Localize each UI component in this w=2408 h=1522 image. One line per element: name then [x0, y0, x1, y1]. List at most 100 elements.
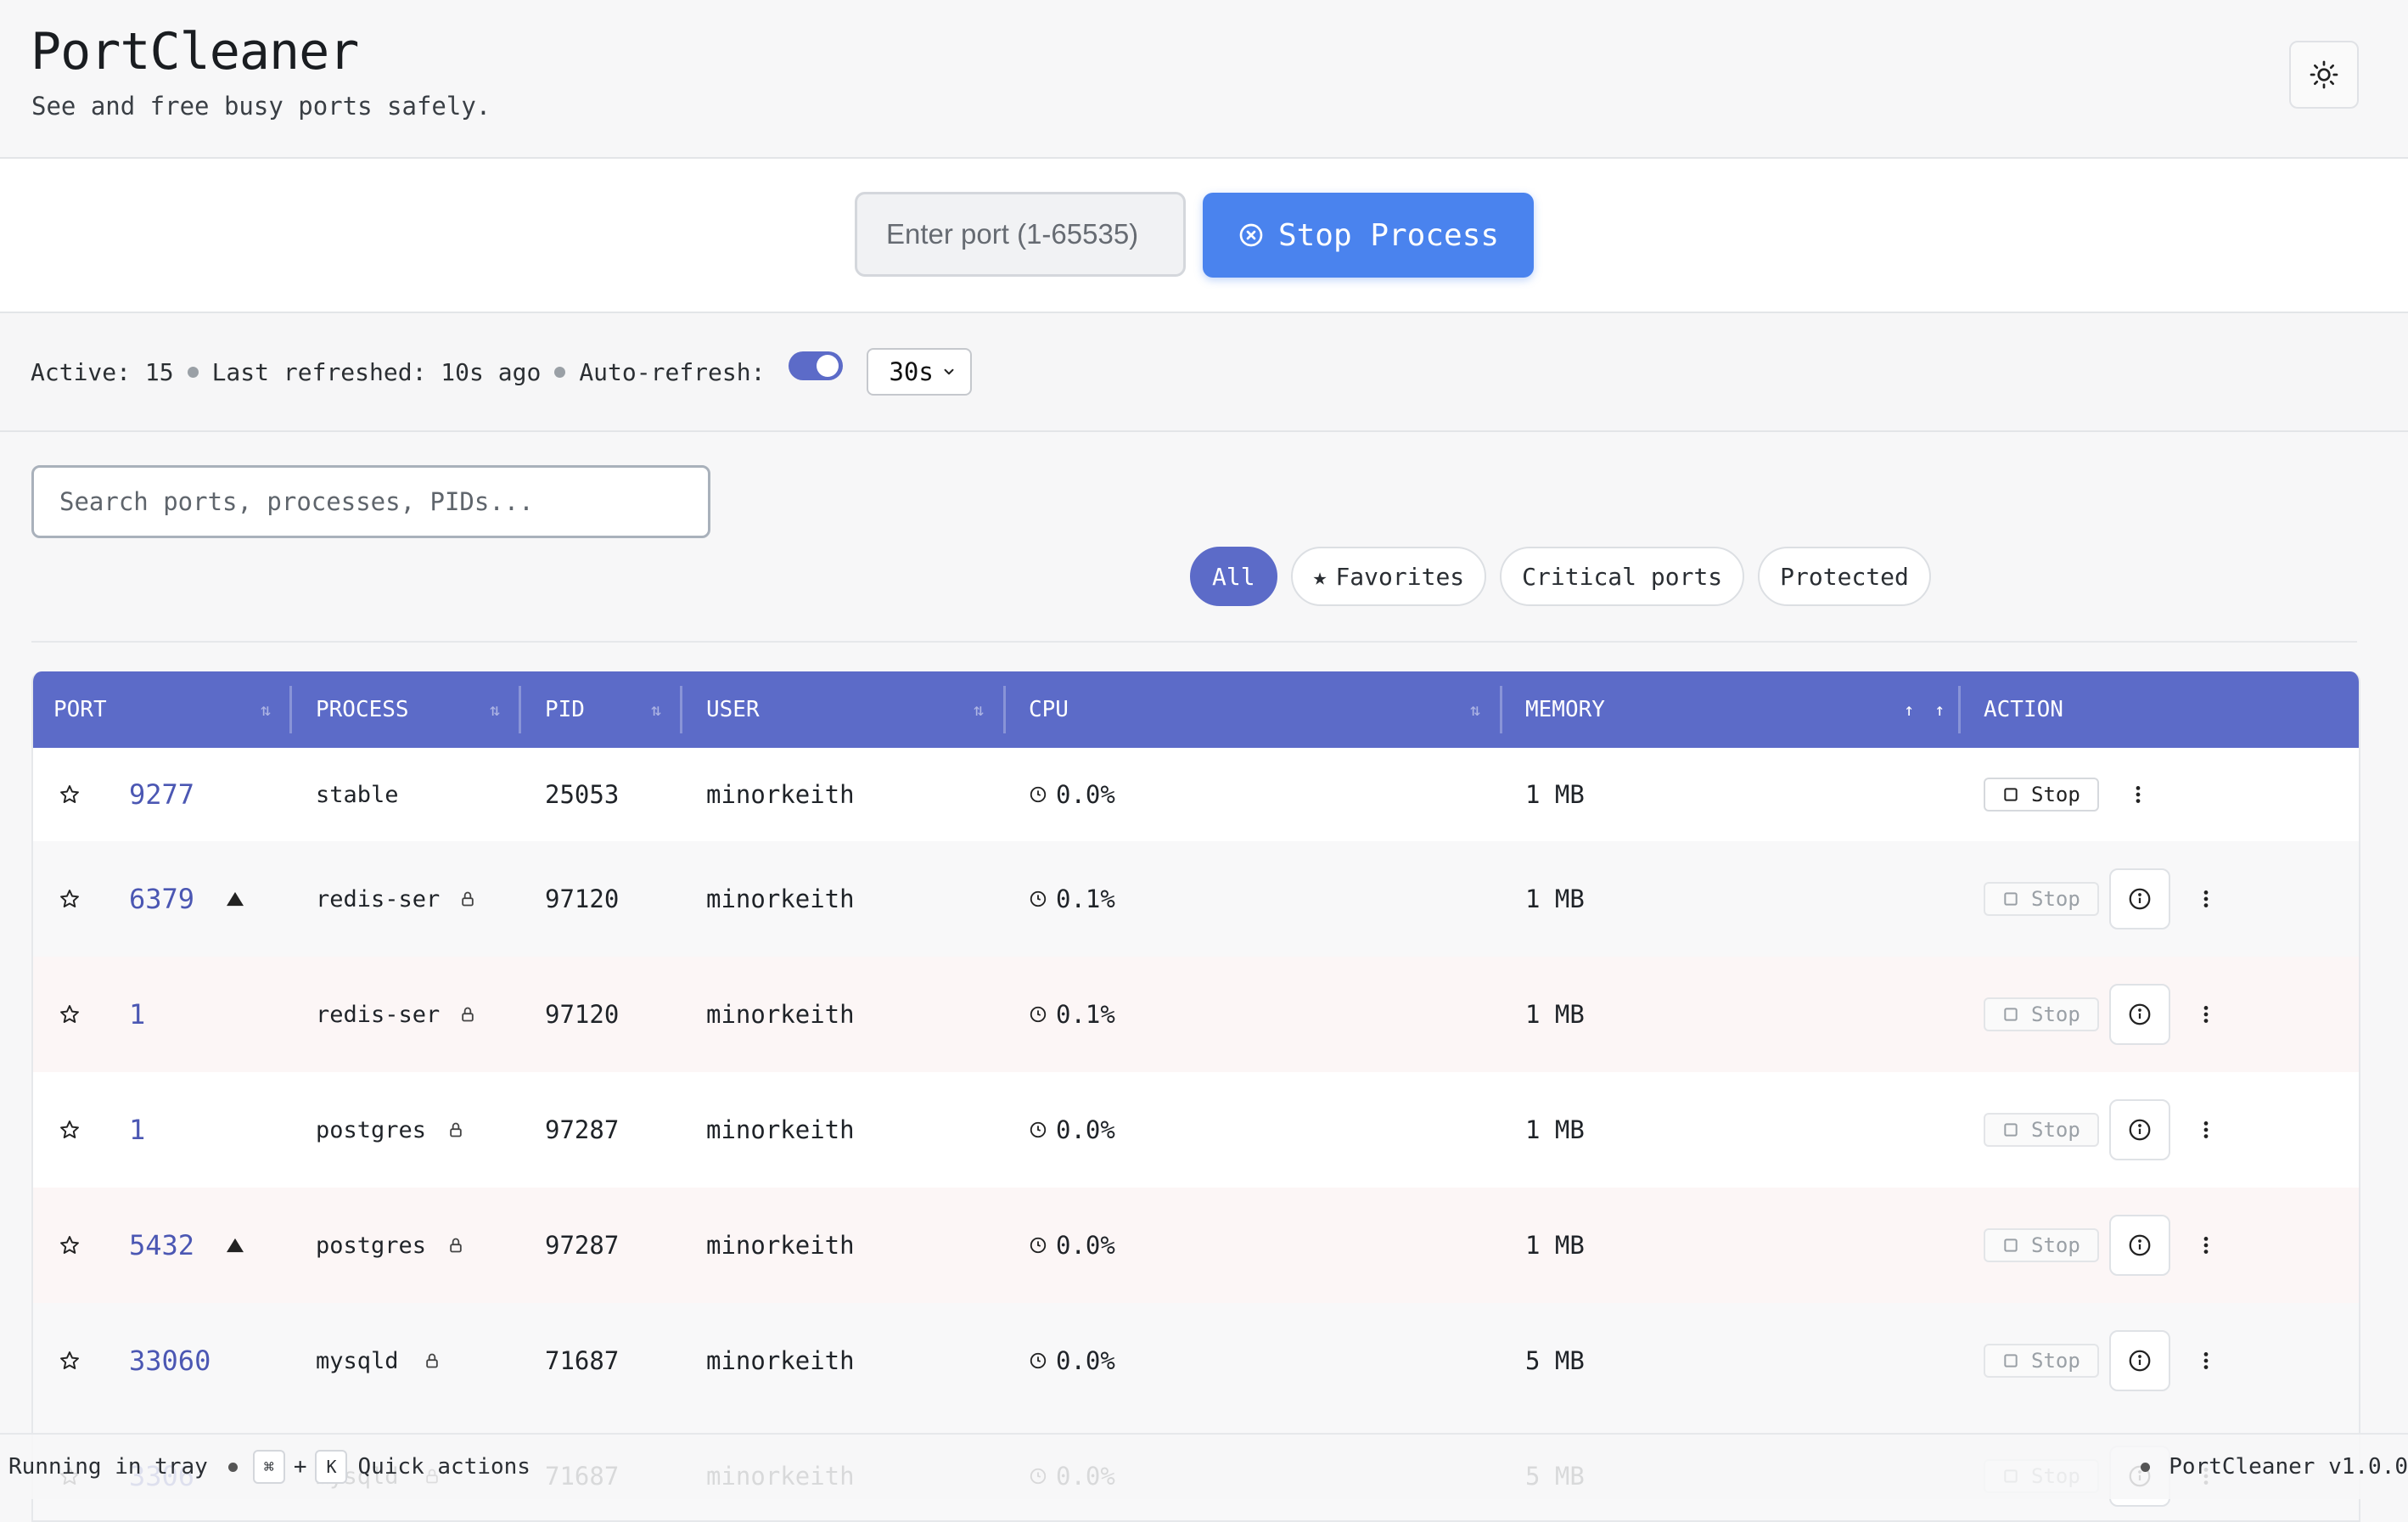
pid-value: 97120 [545, 885, 620, 913]
cpu-value: 0.1% [1056, 1000, 1115, 1029]
memory-value: 5 MB [1525, 1346, 1585, 1375]
info-icon [2127, 1002, 2153, 1027]
favorite-star-icon[interactable] [59, 1303, 81, 1418]
info-button[interactable] [2109, 984, 2170, 1045]
info-button-cell [2109, 1303, 2170, 1418]
clock-icon [1029, 890, 1047, 908]
favorite-star-icon[interactable] [59, 841, 81, 957]
sort-icon[interactable]: ⇅ [261, 699, 272, 720]
cpu-value: 0.0% [1056, 780, 1115, 809]
star-filled-icon: ★ [1312, 562, 1327, 591]
user-value: minorkeith [706, 1346, 855, 1375]
lock-icon [459, 957, 476, 1072]
info-icon [2127, 1348, 2153, 1373]
clock-icon [1029, 1120, 1047, 1139]
filter-favorites-label: Favorites [1335, 562, 1465, 591]
filter-critical[interactable]: Critical ports [1500, 547, 1745, 606]
col-user[interactable]: USER [706, 697, 760, 722]
stop-button[interactable]: Stop [1984, 1113, 2099, 1147]
tray-status: Running in tray [8, 1454, 208, 1480]
theme-toggle-button[interactable] [2289, 41, 2359, 109]
port-input[interactable] [855, 192, 1186, 277]
col-pid[interactable]: PID [545, 697, 585, 722]
filter-favorites[interactable]: ★ Favorites [1290, 547, 1487, 606]
process-name: mysqld [316, 1347, 399, 1374]
favorite-star-icon[interactable] [59, 748, 81, 841]
favorite-star-icon[interactable] [59, 1072, 81, 1188]
more-actions-icon[interactable] [2198, 1188, 2214, 1303]
stop-label: Stop [2031, 1233, 2080, 1257]
column-resizer[interactable] [289, 686, 292, 733]
stop-button-cell: Stop [1984, 1188, 2099, 1303]
stop-label: Stop [2031, 1349, 2080, 1373]
sort-icon[interactable]: ⇅ [974, 699, 985, 720]
filter-all[interactable]: All [1190, 547, 1277, 606]
process-name: redis-ser [316, 1001, 441, 1028]
table-row[interactable]: 6379 redis-ser 97120 minorkeith 0.1% 1 MB Stop [33, 841, 2359, 957]
quick-actions-label[interactable]: Quick actions [357, 1454, 530, 1480]
port-link[interactable]: 6379 [129, 883, 195, 915]
sort-asc-icon[interactable]: ↑ ↑ [1904, 699, 1945, 720]
info-button[interactable] [2109, 868, 2170, 929]
filter-protected[interactable]: Protected [1758, 547, 1931, 606]
cpu-value: 0.0% [1056, 1231, 1115, 1260]
col-action: ACTION [1984, 697, 2063, 722]
stop-button[interactable]: Stop [1984, 882, 2099, 916]
search-input[interactable] [31, 465, 710, 538]
table-row[interactable]: 1 redis-ser 97120 minorkeith 0.1% 1 MB Stop [33, 957, 2359, 1072]
column-resizer[interactable] [680, 686, 682, 733]
column-resizer[interactable] [1500, 686, 1502, 733]
square-icon [2002, 1352, 2019, 1369]
stop-button[interactable]: Stop [1984, 1344, 2099, 1378]
info-button[interactable] [2109, 1215, 2170, 1276]
stop-label: Stop [2031, 887, 2080, 911]
stop-process-panel: Stop Process [0, 159, 2408, 313]
status-bar: Active: 15 Last refreshed: 10s ago Auto-… [0, 313, 2408, 432]
info-button[interactable] [2109, 1099, 2170, 1160]
sort-icon[interactable]: ⇅ [490, 699, 501, 720]
port-link[interactable]: 1 [129, 1114, 146, 1146]
port-link[interactable]: 1 [129, 998, 146, 1031]
more-actions-icon[interactable] [2198, 1072, 2214, 1188]
more-actions-icon[interactable] [2198, 1303, 2214, 1418]
col-memory[interactable]: MEMORY [1525, 697, 1605, 722]
column-resizer[interactable] [1958, 686, 1961, 733]
port-link[interactable]: 33060 [129, 1345, 211, 1377]
info-button[interactable] [2109, 1330, 2170, 1391]
more-actions-icon[interactable] [2198, 957, 2214, 1072]
user-value: minorkeith [706, 885, 855, 913]
refresh-interval-select[interactable]: 30s [867, 348, 973, 396]
table-row[interactable]: 9277 stable 25053 minorkeith 0.0% 1 MB Stop [33, 748, 2359, 841]
lock-icon [424, 1303, 441, 1418]
table-body: 9277 stable 25053 minorkeith 0.0% 1 MB Stop 637… [33, 748, 2359, 1520]
separator-dot [227, 1462, 238, 1472]
stop-process-label: Stop Process [1277, 217, 1500, 253]
stop-button[interactable]: Stop [1984, 997, 2099, 1031]
stop-button[interactable]: Stop [1984, 1228, 2099, 1262]
pid-value: 97287 [545, 1231, 620, 1260]
favorite-star-icon[interactable] [59, 957, 81, 1072]
port-link[interactable]: 9277 [129, 778, 195, 811]
column-resizer[interactable] [519, 686, 521, 733]
table-row[interactable]: 1 postgres 97287 minorkeith 0.0% 1 MB Stop [33, 1072, 2359, 1188]
table-row[interactable]: 33060 mysqld 71687 minorkeith 0.0% 5 MB Stop [33, 1303, 2359, 1418]
col-port[interactable]: PORT [53, 697, 107, 722]
info-button-cell [2109, 841, 2170, 957]
sort-icon[interactable]: ⇅ [1470, 699, 1481, 720]
cpu-cell: 0.0% [1029, 1188, 1115, 1303]
col-process[interactable]: PROCESS [316, 697, 409, 722]
more-actions-icon[interactable] [2130, 748, 2147, 841]
col-cpu[interactable]: CPU [1029, 697, 1069, 722]
more-actions-icon[interactable] [2198, 841, 2214, 957]
table-row[interactable]: 5432 postgres 97287 minorkeith 0.0% 1 MB Stop [33, 1188, 2359, 1303]
auto-refresh-toggle[interactable] [789, 351, 844, 380]
stop-button[interactable]: Stop [1984, 778, 2099, 812]
info-icon [2127, 1117, 2153, 1143]
stop-process-button[interactable]: Stop Process [1203, 193, 1534, 278]
cpu-cell: 0.1% [1029, 841, 1115, 957]
critical-port-icon [226, 841, 244, 957]
favorite-star-icon[interactable] [59, 1188, 81, 1303]
column-resizer[interactable] [1003, 686, 1006, 733]
port-link[interactable]: 5432 [129, 1229, 195, 1261]
sort-icon[interactable]: ⇅ [651, 699, 662, 720]
